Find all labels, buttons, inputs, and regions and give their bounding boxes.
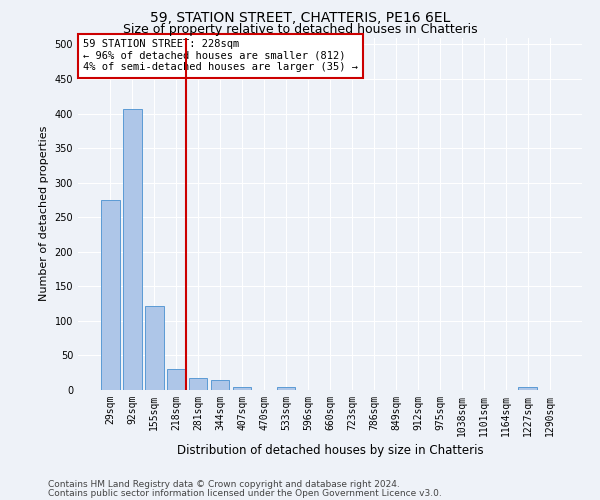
Bar [101, 200, 119, 390]
Bar [277, 386, 295, 390]
Bar [233, 386, 251, 390]
Bar [145, 306, 164, 390]
Bar [211, 380, 229, 390]
Bar [189, 378, 208, 390]
Text: Size of property relative to detached houses in Chatteris: Size of property relative to detached ho… [122, 22, 478, 36]
Bar [123, 108, 142, 390]
X-axis label: Distribution of detached houses by size in Chatteris: Distribution of detached houses by size … [176, 444, 484, 458]
Bar [518, 386, 537, 390]
Bar [167, 370, 185, 390]
Text: Contains public sector information licensed under the Open Government Licence v3: Contains public sector information licen… [48, 488, 442, 498]
Y-axis label: Number of detached properties: Number of detached properties [39, 126, 49, 302]
Text: 59 STATION STREET: 228sqm
← 96% of detached houses are smaller (812)
4% of semi-: 59 STATION STREET: 228sqm ← 96% of detac… [83, 40, 358, 72]
Text: Contains HM Land Registry data © Crown copyright and database right 2024.: Contains HM Land Registry data © Crown c… [48, 480, 400, 489]
Text: 59, STATION STREET, CHATTERIS, PE16 6EL: 59, STATION STREET, CHATTERIS, PE16 6EL [150, 11, 450, 25]
